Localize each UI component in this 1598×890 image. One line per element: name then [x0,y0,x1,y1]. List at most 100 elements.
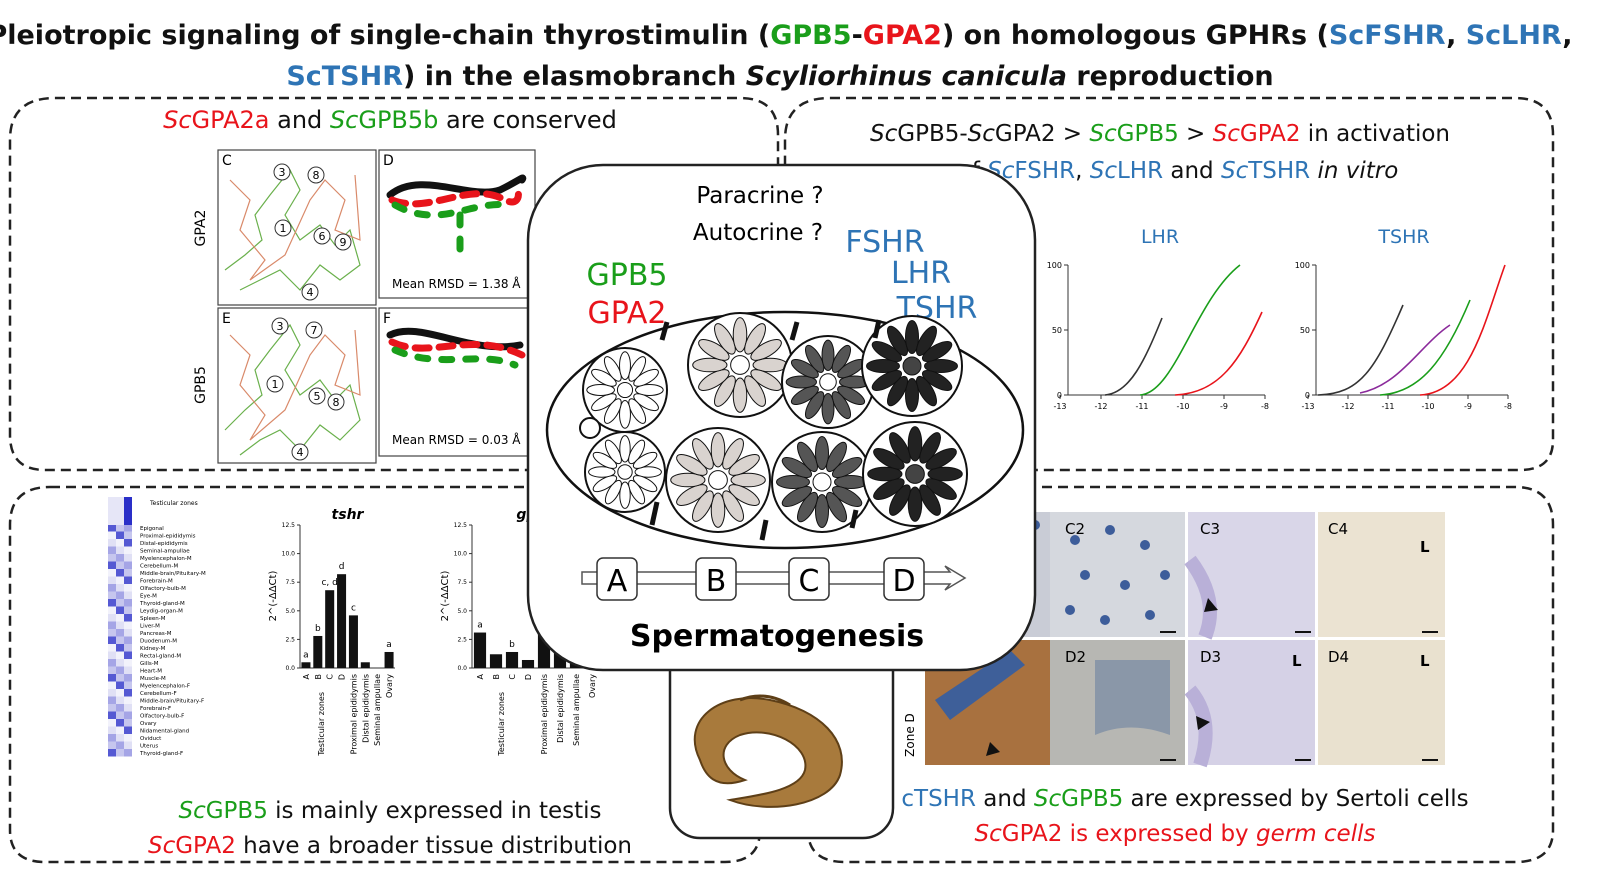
text-segment: Sc [1090,158,1118,184]
text-segment: GPA2a [192,106,270,134]
heatmap-cell [124,651,132,659]
bar [384,651,394,668]
stage-label: A [607,564,628,599]
text-segment: , [1562,20,1572,51]
residue-marker [308,387,326,405]
y-tick-label: 0 [1305,391,1310,400]
curve [1379,299,1471,396]
tissue-label: Middle-brain/Pituitary-M [140,571,206,577]
germ-column [692,438,714,470]
text-segment: Sc [148,833,176,859]
heatmap-cell [108,689,116,697]
germ-column [635,384,664,396]
shark-fin [739,694,791,707]
curve [1174,311,1263,396]
tissue-label: Proximal-epididymis [140,534,196,540]
text-segment: GPA2 is expressed by [1002,821,1256,847]
germ-column [591,393,617,412]
significance-letter: b [315,624,321,634]
heatmap-cell [124,546,132,554]
panel-letter: D3 [1200,648,1221,666]
caption: ScGPA2 have a broader tissue distributio… [148,833,632,859]
stage-box [695,557,737,601]
x-tick-label: D [524,674,533,680]
heatmap-cell [108,569,116,577]
heatmap-cell [124,614,132,622]
tissue-label: Uterus [140,744,158,750]
germ-column [604,439,622,465]
x-tick-label: -10 [1421,402,1434,411]
text-segment: TSHR [1247,158,1310,184]
tissue-label: Seminal-ampullae [140,549,190,555]
lumen [902,356,922,376]
tissue-label: Oviduct [140,736,162,742]
heatmap-cell [108,666,116,674]
text-segment: reproduction [1067,61,1274,92]
panel-structure [8,96,780,472]
heatmap-cell [116,576,124,584]
tissue-label: Heart-M [140,669,162,675]
germ-column [591,368,617,387]
tissue-label: Forebrain-F [140,706,171,712]
text-segment [1310,158,1317,184]
ligand-label: GPB5 [586,258,667,293]
heatmap-cell [124,741,132,749]
x-tick-label: -8 [1504,402,1512,411]
tissue [1095,660,1170,735]
heatmap-cell [108,621,116,629]
shark-body [693,697,843,808]
tissue-label: Distal-epididymis [140,541,188,547]
germ-column [634,466,662,478]
text-segment: are expressed by Sertoli cells [1123,786,1468,812]
germ-column [790,358,819,379]
germ-column [698,339,730,361]
x-tick-label: A [302,673,311,679]
tissue-label: Myelencephalon-F [140,684,190,690]
text-segment: GPB5b [358,106,438,134]
ribbon [388,338,526,359]
tissue-label: Middle-brain/Pituitary-F [140,699,204,705]
heatmap-cell [116,674,124,682]
text-segment: ) in the elasmobranch [403,61,746,92]
heatmap-cell [116,569,124,577]
text-segment: ScFSHR [1329,20,1446,51]
text-segment: Sc [870,121,898,147]
x-tick-label: B [314,674,323,680]
heatmap-cell [116,531,124,539]
germ-column [907,486,923,522]
question: Paracrine ? [696,183,823,209]
residue-labels: 3 7 1 5 8 4 [266,317,345,461]
residue-marker [291,443,309,461]
germ-column [633,368,659,387]
text-segment: GPA2 [1240,121,1301,147]
panel-letter: C2 [1065,520,1085,538]
germ-column [714,323,736,355]
bar [325,590,335,668]
heatmap-cell [124,734,132,742]
germ-column [924,359,958,373]
heatmap-cell [108,614,116,622]
text-segment: Sc [163,106,191,134]
tissue-label: Rectal-gland-M [140,654,181,660]
germ-column [722,438,744,470]
heatmap-cell [108,644,116,652]
germ-column [710,492,726,528]
germ-column [776,475,810,489]
stage-arrow [581,565,967,591]
germ-column [619,435,631,463]
germ-column [604,479,622,505]
germ-column [916,325,937,357]
germ-column [921,341,953,362]
heatmap-cell [108,719,116,727]
caption: cTSHR and ScGPB5 are expressed by Sertol… [901,786,1468,812]
x-tick-label: -11 [1381,402,1394,411]
tissue-label: Kidney-M [140,646,166,652]
bar [360,662,370,668]
heatmap-cell [124,497,132,525]
heatmap-cell [124,674,132,682]
stages: A B C D [596,557,925,601]
text-segment: Sc [178,798,206,824]
residue-marker [301,283,319,301]
